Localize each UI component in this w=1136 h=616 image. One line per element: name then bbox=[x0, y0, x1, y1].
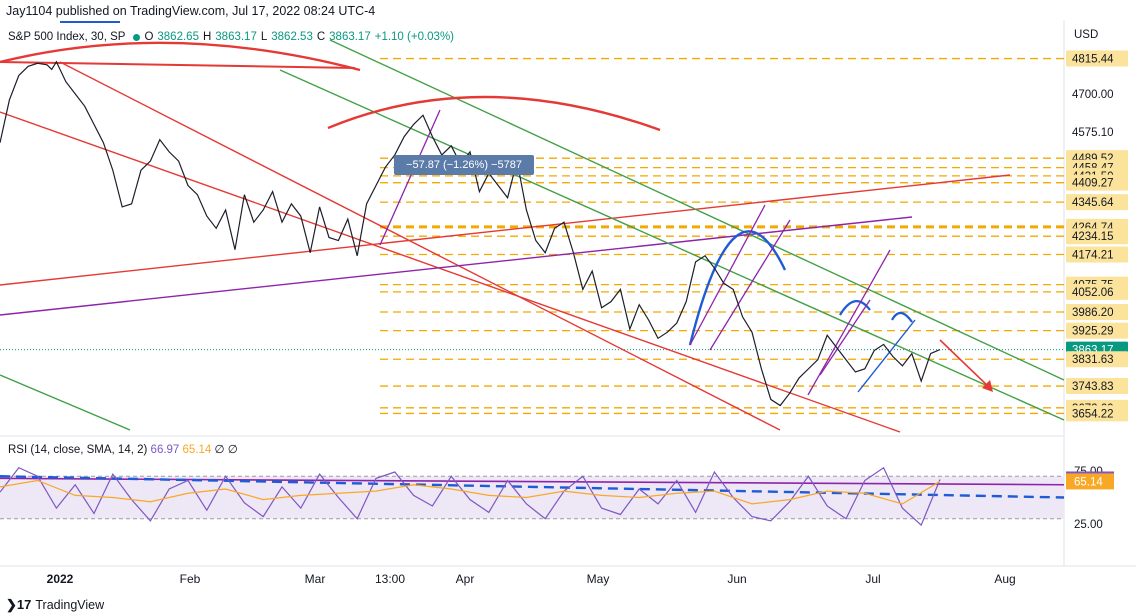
rsi-label[interactable]: RSI (14, close, SMA, 14, 2) bbox=[8, 444, 148, 456]
purple-channel-2 bbox=[689, 204, 766, 346]
price-level-label: 4174.21 bbox=[1072, 250, 1114, 262]
price-level-label: 3654.22 bbox=[1072, 408, 1114, 420]
currency-label[interactable]: USD bbox=[1074, 29, 1099, 41]
price-level-label: 3925.29 bbox=[1072, 326, 1114, 338]
price-axis: 4815.444575.104489.524458.474431.504409.… bbox=[1066, 50, 1128, 531]
time-axis-label: Jul bbox=[865, 572, 880, 586]
price-level-label: 3831.63 bbox=[1072, 354, 1114, 366]
price-level-label: 4575.10 bbox=[1072, 127, 1114, 139]
price-tick-label: 4700.00 bbox=[1072, 89, 1114, 101]
tradingview-brand[interactable]: ❯17 TradingView bbox=[6, 597, 104, 613]
symbol-legend: S&P 500 Index, 30, SP O 3862.65 H 3863.17 … bbox=[8, 31, 454, 43]
time-axis-label: Apr bbox=[456, 572, 475, 586]
measure-tooltip: −57.87 (−1.26%) −5787 bbox=[394, 155, 534, 175]
red-arc-mid bbox=[327, 95, 661, 132]
rsi-extra: ∅ ∅ bbox=[214, 444, 238, 456]
open-value: 3862.65 bbox=[157, 31, 199, 43]
red-channel-mid bbox=[59, 61, 781, 431]
price-level-tag bbox=[1066, 228, 1128, 245]
close-label: C bbox=[316, 31, 326, 43]
time-axis-label: Feb bbox=[180, 572, 201, 586]
time-axis: 2022 Feb Mar 13:00 Apr May Jun Jul Aug bbox=[47, 572, 1016, 586]
low-label: L bbox=[260, 31, 268, 43]
rsi-blue-trend bbox=[0, 475, 1065, 499]
grid-layer bbox=[0, 20, 1136, 567]
brand-name: TradingView bbox=[35, 598, 105, 612]
red-arrow-line bbox=[939, 339, 991, 389]
price-level-label: 4234.15 bbox=[1072, 231, 1114, 243]
rsi-series-line bbox=[0, 479, 941, 505]
market-status-icon bbox=[133, 33, 141, 41]
price-level-label: 4345.64 bbox=[1072, 197, 1114, 209]
trend-drawings bbox=[0, 21, 1065, 433]
blue-arc-small-2 bbox=[891, 311, 913, 323]
price-level-tag bbox=[1066, 378, 1128, 395]
rsi-band bbox=[0, 476, 1064, 519]
green-channel-lower bbox=[279, 69, 1065, 421]
rsi-panel bbox=[0, 466, 1065, 527]
time-axis-label: Jun bbox=[727, 572, 746, 586]
rsi-legend: RSI (14, close, SMA, 14, 2) 66.97 65.14 … bbox=[8, 442, 238, 456]
price-level-tag bbox=[1066, 50, 1128, 67]
rsi-sma-value: 65.14 bbox=[182, 444, 212, 456]
rsi-tick-label: 25.00 bbox=[1074, 519, 1103, 531]
red-arc-left bbox=[0, 61, 356, 69]
high-label: H bbox=[202, 31, 212, 43]
price-level-tag bbox=[1066, 174, 1128, 191]
blue-trend-line bbox=[857, 319, 916, 393]
time-axis-label: 13:00 bbox=[375, 572, 405, 586]
price-level-tag bbox=[1066, 351, 1128, 368]
price-level-tag bbox=[1066, 405, 1128, 422]
time-axis-label: 2022 bbox=[47, 572, 74, 586]
rsi-value-tag bbox=[1066, 473, 1114, 490]
price-level-tag bbox=[1066, 246, 1128, 263]
rsi-value: 66.97 bbox=[150, 444, 180, 456]
price-level-label: 3986.20 bbox=[1072, 307, 1114, 319]
rsi-value-label: 65.14 bbox=[1074, 476, 1103, 488]
blue-arc bbox=[688, 230, 787, 346]
time-axis-label: Aug bbox=[994, 572, 1015, 586]
purple-trend-line bbox=[0, 216, 913, 316]
price-level-label: 4409.27 bbox=[1072, 178, 1114, 190]
support-resistance-levels bbox=[0, 57, 1064, 415]
low-value: 3862.53 bbox=[271, 31, 313, 43]
price-level-tag bbox=[1066, 283, 1128, 300]
price-level-tag bbox=[1066, 322, 1128, 339]
change-value: +1.10 (+0.03%) bbox=[374, 31, 455, 43]
tradingview-logo-icon: ❯17 bbox=[6, 597, 32, 612]
purple-channel-5 bbox=[819, 299, 871, 376]
red-channel-lower bbox=[0, 111, 901, 433]
symbol-name[interactable]: S&P 500 Index, 30, SP bbox=[8, 31, 126, 43]
red-arc-top bbox=[0, 41, 361, 72]
red-arrow-head bbox=[982, 380, 993, 392]
red-support-line bbox=[0, 174, 1011, 286]
price-level-label: 4815.44 bbox=[1072, 54, 1114, 66]
price-level-tag bbox=[1066, 194, 1128, 211]
purple-channel-3 bbox=[709, 219, 791, 351]
open-label: O bbox=[144, 31, 154, 43]
time-axis-label: May bbox=[587, 572, 610, 586]
price-level-tag bbox=[1066, 303, 1128, 320]
price-level-label: 3743.83 bbox=[1072, 381, 1114, 393]
time-axis-label: Mar bbox=[305, 572, 326, 586]
green-channel-upper bbox=[329, 39, 1065, 381]
publisher-line: Jay1104 published on TradingView.com, Ju… bbox=[6, 4, 376, 18]
purple-channel-4 bbox=[807, 249, 891, 396]
price-level-label: 4052.06 bbox=[1072, 287, 1114, 299]
blue-arc-small-1 bbox=[839, 300, 871, 316]
high-value: 3863.17 bbox=[215, 31, 257, 43]
purple-channel-1 bbox=[379, 109, 441, 246]
rsi-series-line bbox=[0, 466, 941, 527]
close-value: 3863.17 bbox=[329, 31, 371, 43]
green-short-line bbox=[0, 374, 131, 431]
